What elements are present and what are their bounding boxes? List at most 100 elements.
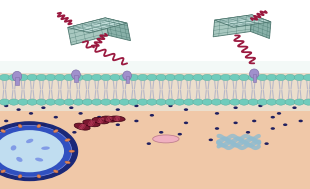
Circle shape (264, 142, 269, 145)
Circle shape (292, 106, 297, 109)
Circle shape (220, 99, 231, 105)
Circle shape (233, 106, 238, 109)
Ellipse shape (11, 145, 16, 150)
Circle shape (193, 99, 203, 105)
Ellipse shape (123, 71, 131, 80)
Circle shape (202, 74, 212, 81)
Circle shape (110, 99, 120, 105)
Circle shape (101, 74, 111, 81)
Circle shape (9, 74, 19, 81)
Circle shape (147, 74, 157, 81)
Circle shape (128, 99, 139, 105)
Circle shape (267, 99, 277, 105)
Circle shape (220, 74, 231, 81)
Ellipse shape (18, 124, 22, 128)
Circle shape (175, 74, 185, 81)
Circle shape (211, 74, 222, 81)
Circle shape (0, 74, 10, 81)
Bar (16, 77, 19, 85)
Circle shape (134, 105, 139, 107)
Circle shape (36, 99, 46, 105)
Circle shape (73, 74, 83, 81)
Circle shape (16, 123, 21, 126)
Circle shape (0, 122, 78, 180)
Circle shape (18, 99, 28, 105)
Circle shape (178, 133, 182, 136)
Ellipse shape (250, 69, 259, 78)
Bar (0, 73, 310, 189)
Circle shape (91, 99, 102, 105)
Polygon shape (250, 15, 271, 39)
Circle shape (4, 105, 8, 107)
Circle shape (285, 99, 295, 105)
Circle shape (54, 129, 58, 132)
Circle shape (285, 74, 295, 81)
Circle shape (27, 99, 37, 105)
Circle shape (16, 108, 21, 111)
Circle shape (46, 99, 56, 105)
Circle shape (138, 99, 148, 105)
Ellipse shape (83, 120, 100, 127)
Circle shape (0, 99, 10, 105)
Ellipse shape (109, 116, 125, 122)
Circle shape (258, 105, 263, 107)
Circle shape (303, 99, 310, 105)
Circle shape (55, 74, 65, 81)
Bar (0, 61, 310, 111)
Circle shape (294, 74, 304, 81)
Circle shape (0, 130, 64, 172)
Circle shape (202, 99, 212, 105)
Circle shape (267, 74, 277, 81)
Circle shape (283, 123, 287, 126)
Circle shape (175, 99, 185, 105)
Circle shape (239, 74, 249, 81)
Circle shape (147, 99, 157, 105)
Ellipse shape (41, 146, 50, 150)
Circle shape (36, 74, 46, 81)
Circle shape (29, 112, 33, 115)
Ellipse shape (54, 170, 58, 173)
Circle shape (119, 74, 130, 81)
Circle shape (69, 106, 73, 109)
Circle shape (252, 120, 256, 122)
Ellipse shape (153, 135, 179, 143)
Circle shape (184, 99, 194, 105)
Circle shape (110, 74, 120, 81)
Circle shape (248, 74, 258, 81)
Ellipse shape (18, 175, 22, 178)
Circle shape (128, 74, 139, 81)
Circle shape (72, 131, 77, 134)
Circle shape (257, 74, 268, 81)
Circle shape (0, 125, 72, 177)
Ellipse shape (12, 71, 22, 81)
Circle shape (246, 131, 250, 134)
Circle shape (230, 99, 240, 105)
Circle shape (159, 131, 163, 134)
Circle shape (230, 74, 240, 81)
Circle shape (41, 123, 46, 126)
Ellipse shape (72, 70, 80, 79)
Ellipse shape (1, 129, 5, 132)
Circle shape (82, 99, 93, 105)
Ellipse shape (16, 157, 23, 162)
Circle shape (78, 112, 83, 115)
Circle shape (134, 120, 139, 122)
Circle shape (271, 116, 275, 119)
Circle shape (55, 99, 65, 105)
Circle shape (54, 116, 58, 119)
Circle shape (116, 123, 120, 126)
Ellipse shape (37, 124, 41, 128)
Ellipse shape (69, 150, 74, 152)
Circle shape (73, 99, 83, 105)
Circle shape (165, 74, 175, 81)
Circle shape (116, 108, 120, 111)
Circle shape (97, 116, 101, 119)
Circle shape (82, 74, 93, 81)
Circle shape (184, 122, 188, 124)
Ellipse shape (92, 117, 109, 124)
Circle shape (27, 74, 37, 81)
Circle shape (276, 74, 286, 81)
Circle shape (9, 99, 19, 105)
Ellipse shape (37, 175, 41, 178)
Circle shape (209, 139, 213, 141)
